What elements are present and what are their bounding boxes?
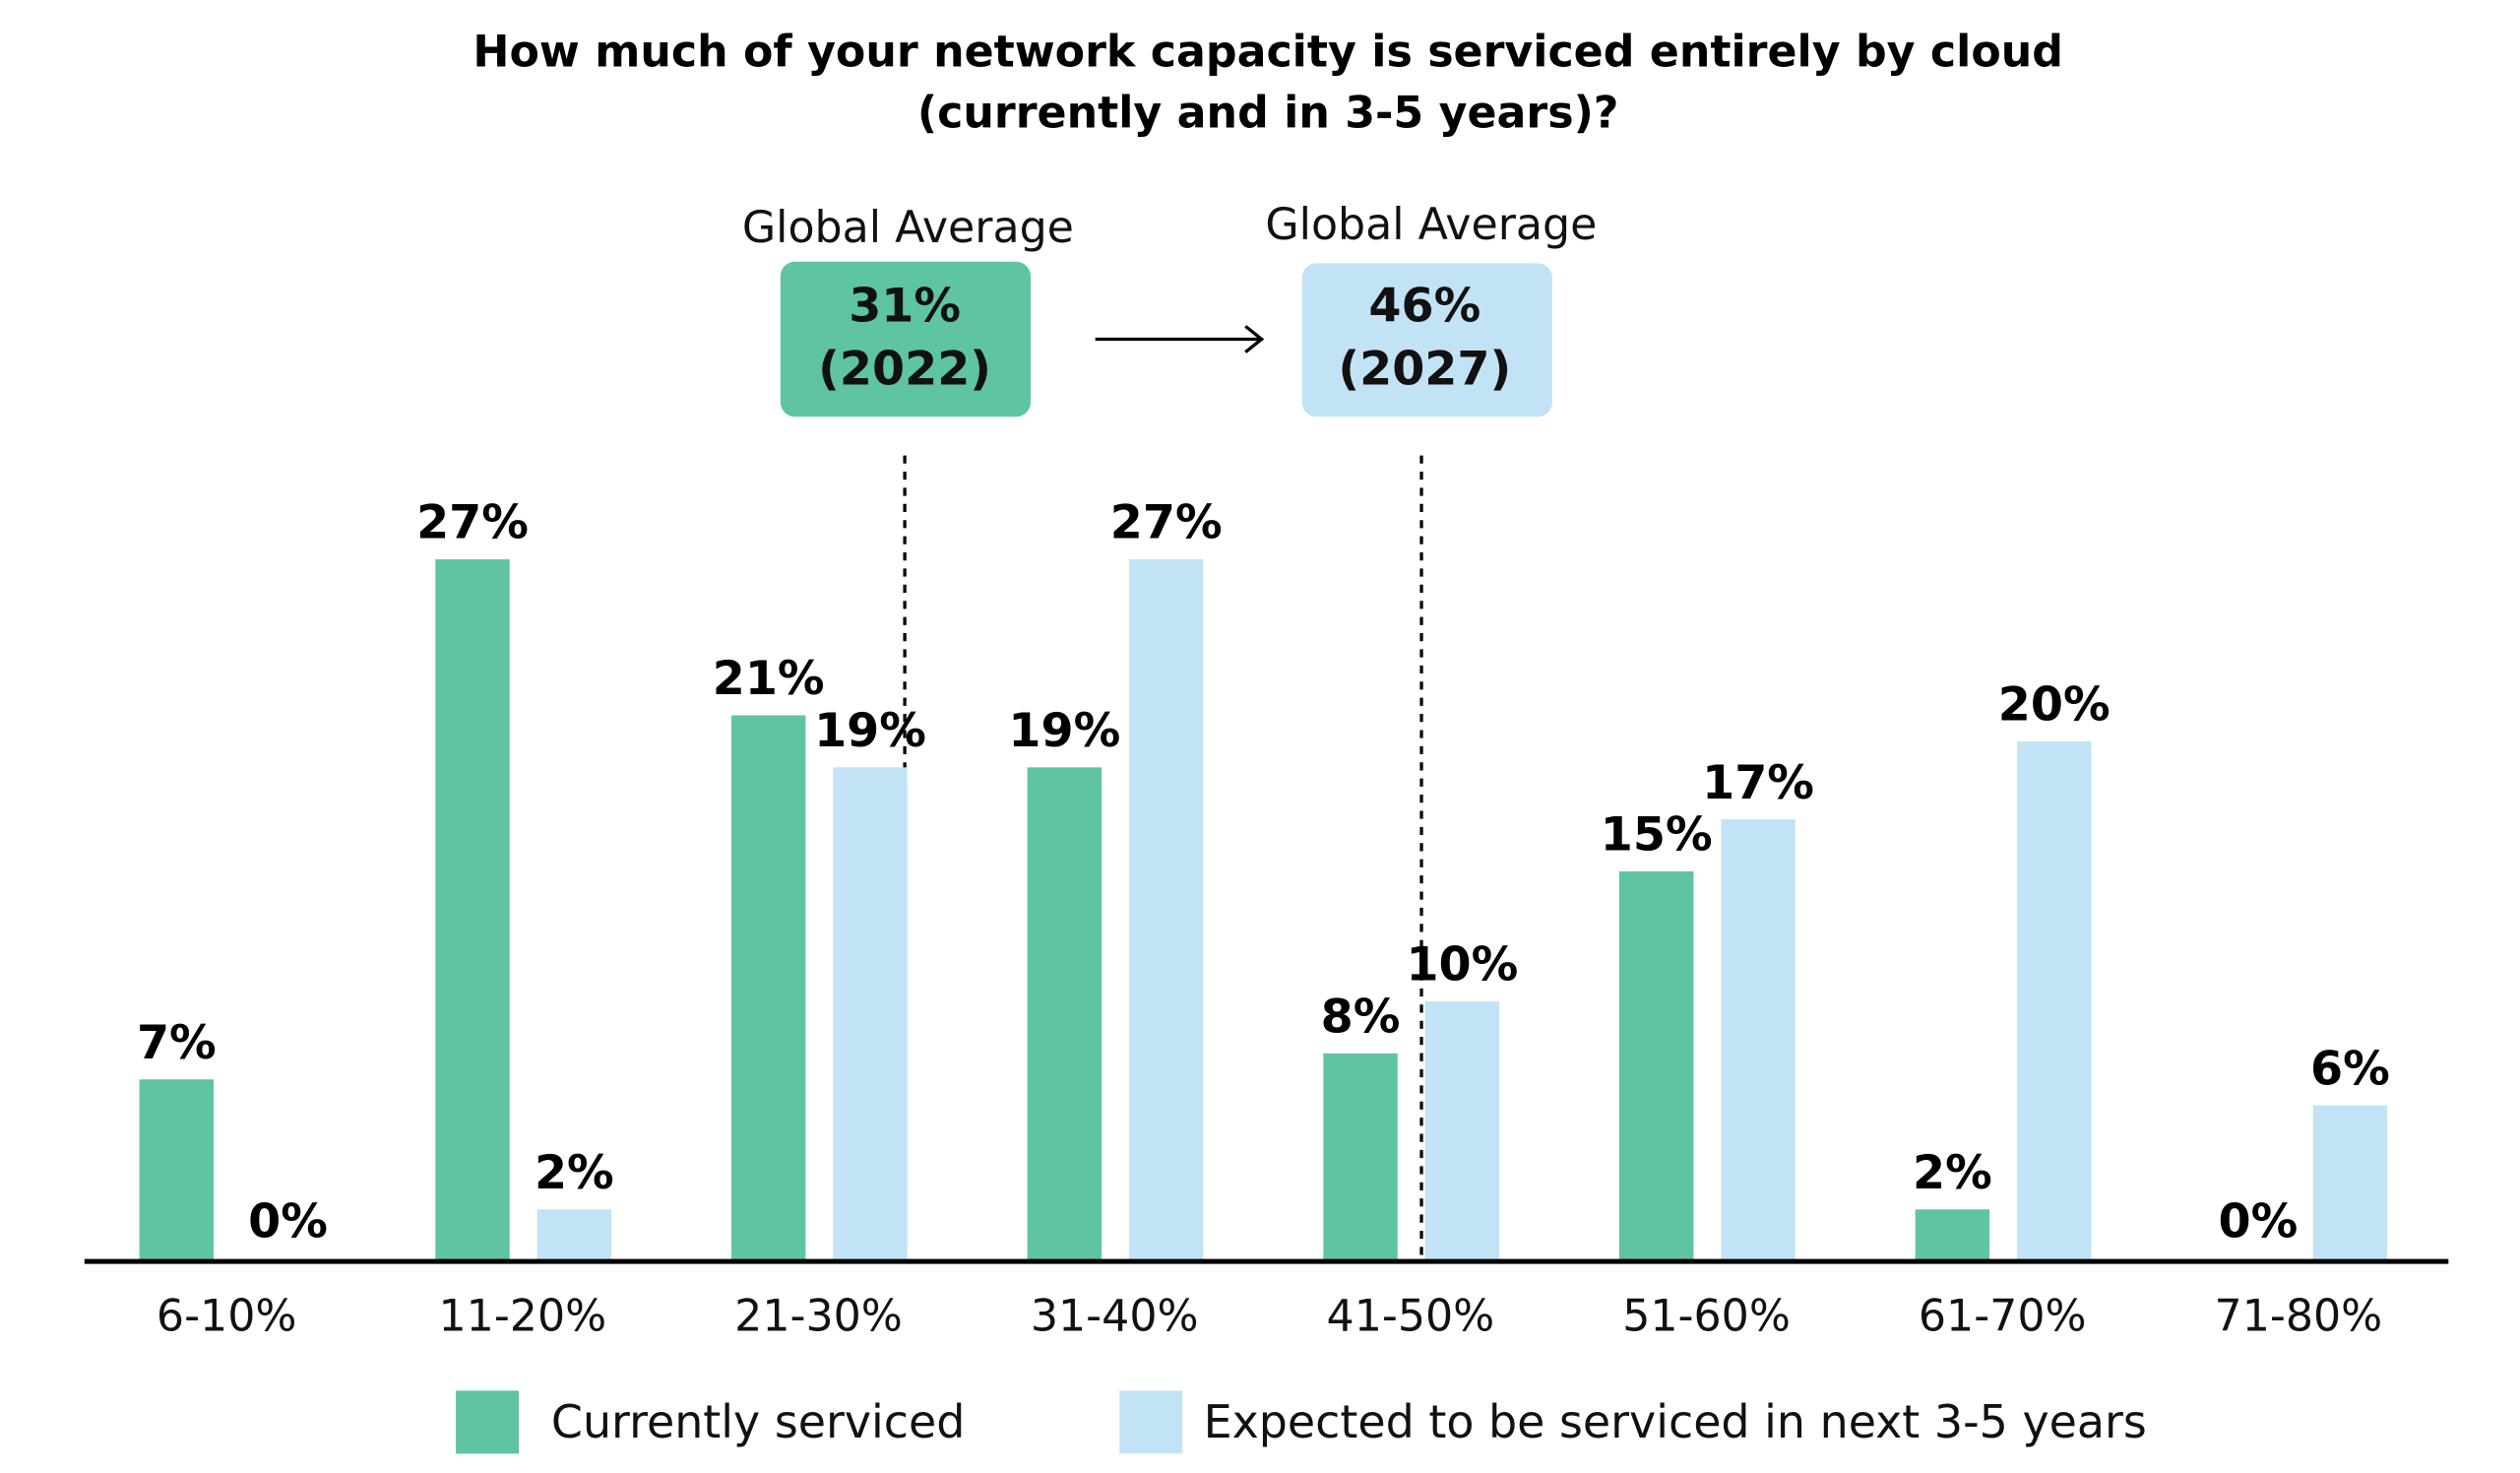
chart-subtitle: (currently and in 3-5 years)? bbox=[917, 89, 1619, 139]
x-tick-label: 71-80% bbox=[2215, 1292, 2383, 1342]
data-label: 0% bbox=[248, 1195, 328, 1249]
future-average-year: (2027) bbox=[1338, 342, 1511, 396]
bar-current bbox=[435, 559, 510, 1262]
future-average-value: 46% bbox=[1368, 279, 1480, 333]
data-label: 2% bbox=[1913, 1146, 1992, 1200]
x-tick-label: 61-70% bbox=[1919, 1292, 2087, 1342]
bar-current bbox=[1323, 1053, 1398, 1262]
data-label: 27% bbox=[416, 496, 529, 550]
arrow-icon bbox=[1095, 325, 1265, 353]
legend-label-current: Currently serviced bbox=[551, 1395, 966, 1448]
bar-current bbox=[1027, 767, 1102, 1262]
bar-current bbox=[1618, 870, 1694, 1262]
bar-expected bbox=[1128, 559, 1204, 1262]
bar-current bbox=[139, 1079, 215, 1262]
data-label: 21% bbox=[713, 652, 825, 706]
x-tick-label: 41-50% bbox=[1327, 1292, 1495, 1342]
current-average-year: (2022) bbox=[818, 342, 991, 396]
bar-current bbox=[1915, 1209, 1990, 1262]
data-label: 27% bbox=[1110, 496, 1223, 550]
chart-title: How much of your network capacity is ser… bbox=[472, 27, 2063, 77]
bar-expected bbox=[1424, 1001, 1500, 1262]
data-label: 20% bbox=[1998, 678, 2110, 733]
data-label: 10% bbox=[1406, 938, 1518, 993]
bar-expected bbox=[536, 1209, 612, 1262]
legend-swatch-current bbox=[456, 1390, 520, 1454]
legend-swatch-expected bbox=[1119, 1390, 1183, 1454]
current-average-box bbox=[780, 261, 1032, 417]
x-tick-label: 6-10% bbox=[157, 1292, 297, 1342]
data-label: 8% bbox=[1321, 991, 1401, 1045]
bar-expected bbox=[833, 767, 908, 1262]
current-average-label: Global Average bbox=[742, 203, 1074, 253]
future-average-box bbox=[1301, 263, 1552, 417]
legend-label-expected: Expected to be serviced in next 3-5 year… bbox=[1204, 1395, 2147, 1448]
future-average-label: Global Average bbox=[1265, 200, 1597, 250]
data-label: 19% bbox=[1008, 704, 1120, 758]
x-tick-label: 11-20% bbox=[439, 1292, 607, 1342]
x-tick-label: 51-60% bbox=[1622, 1292, 1791, 1342]
bar-expected bbox=[2312, 1105, 2388, 1262]
x-tick-label: 31-40% bbox=[1031, 1292, 1199, 1342]
bar-expected bbox=[2016, 740, 2092, 1262]
data-label: 6% bbox=[2310, 1042, 2390, 1096]
data-label: 2% bbox=[535, 1146, 614, 1200]
data-label: 0% bbox=[2219, 1195, 2299, 1249]
data-label: 7% bbox=[137, 1016, 217, 1070]
current-average-value: 31% bbox=[849, 279, 961, 333]
x-tick-label: 21-30% bbox=[734, 1292, 903, 1342]
data-label: 15% bbox=[1601, 808, 1713, 863]
data-label: 19% bbox=[814, 704, 926, 758]
data-label: 17% bbox=[1702, 756, 1814, 810]
bar-current bbox=[730, 715, 806, 1262]
bar-expected bbox=[1721, 819, 1796, 1262]
